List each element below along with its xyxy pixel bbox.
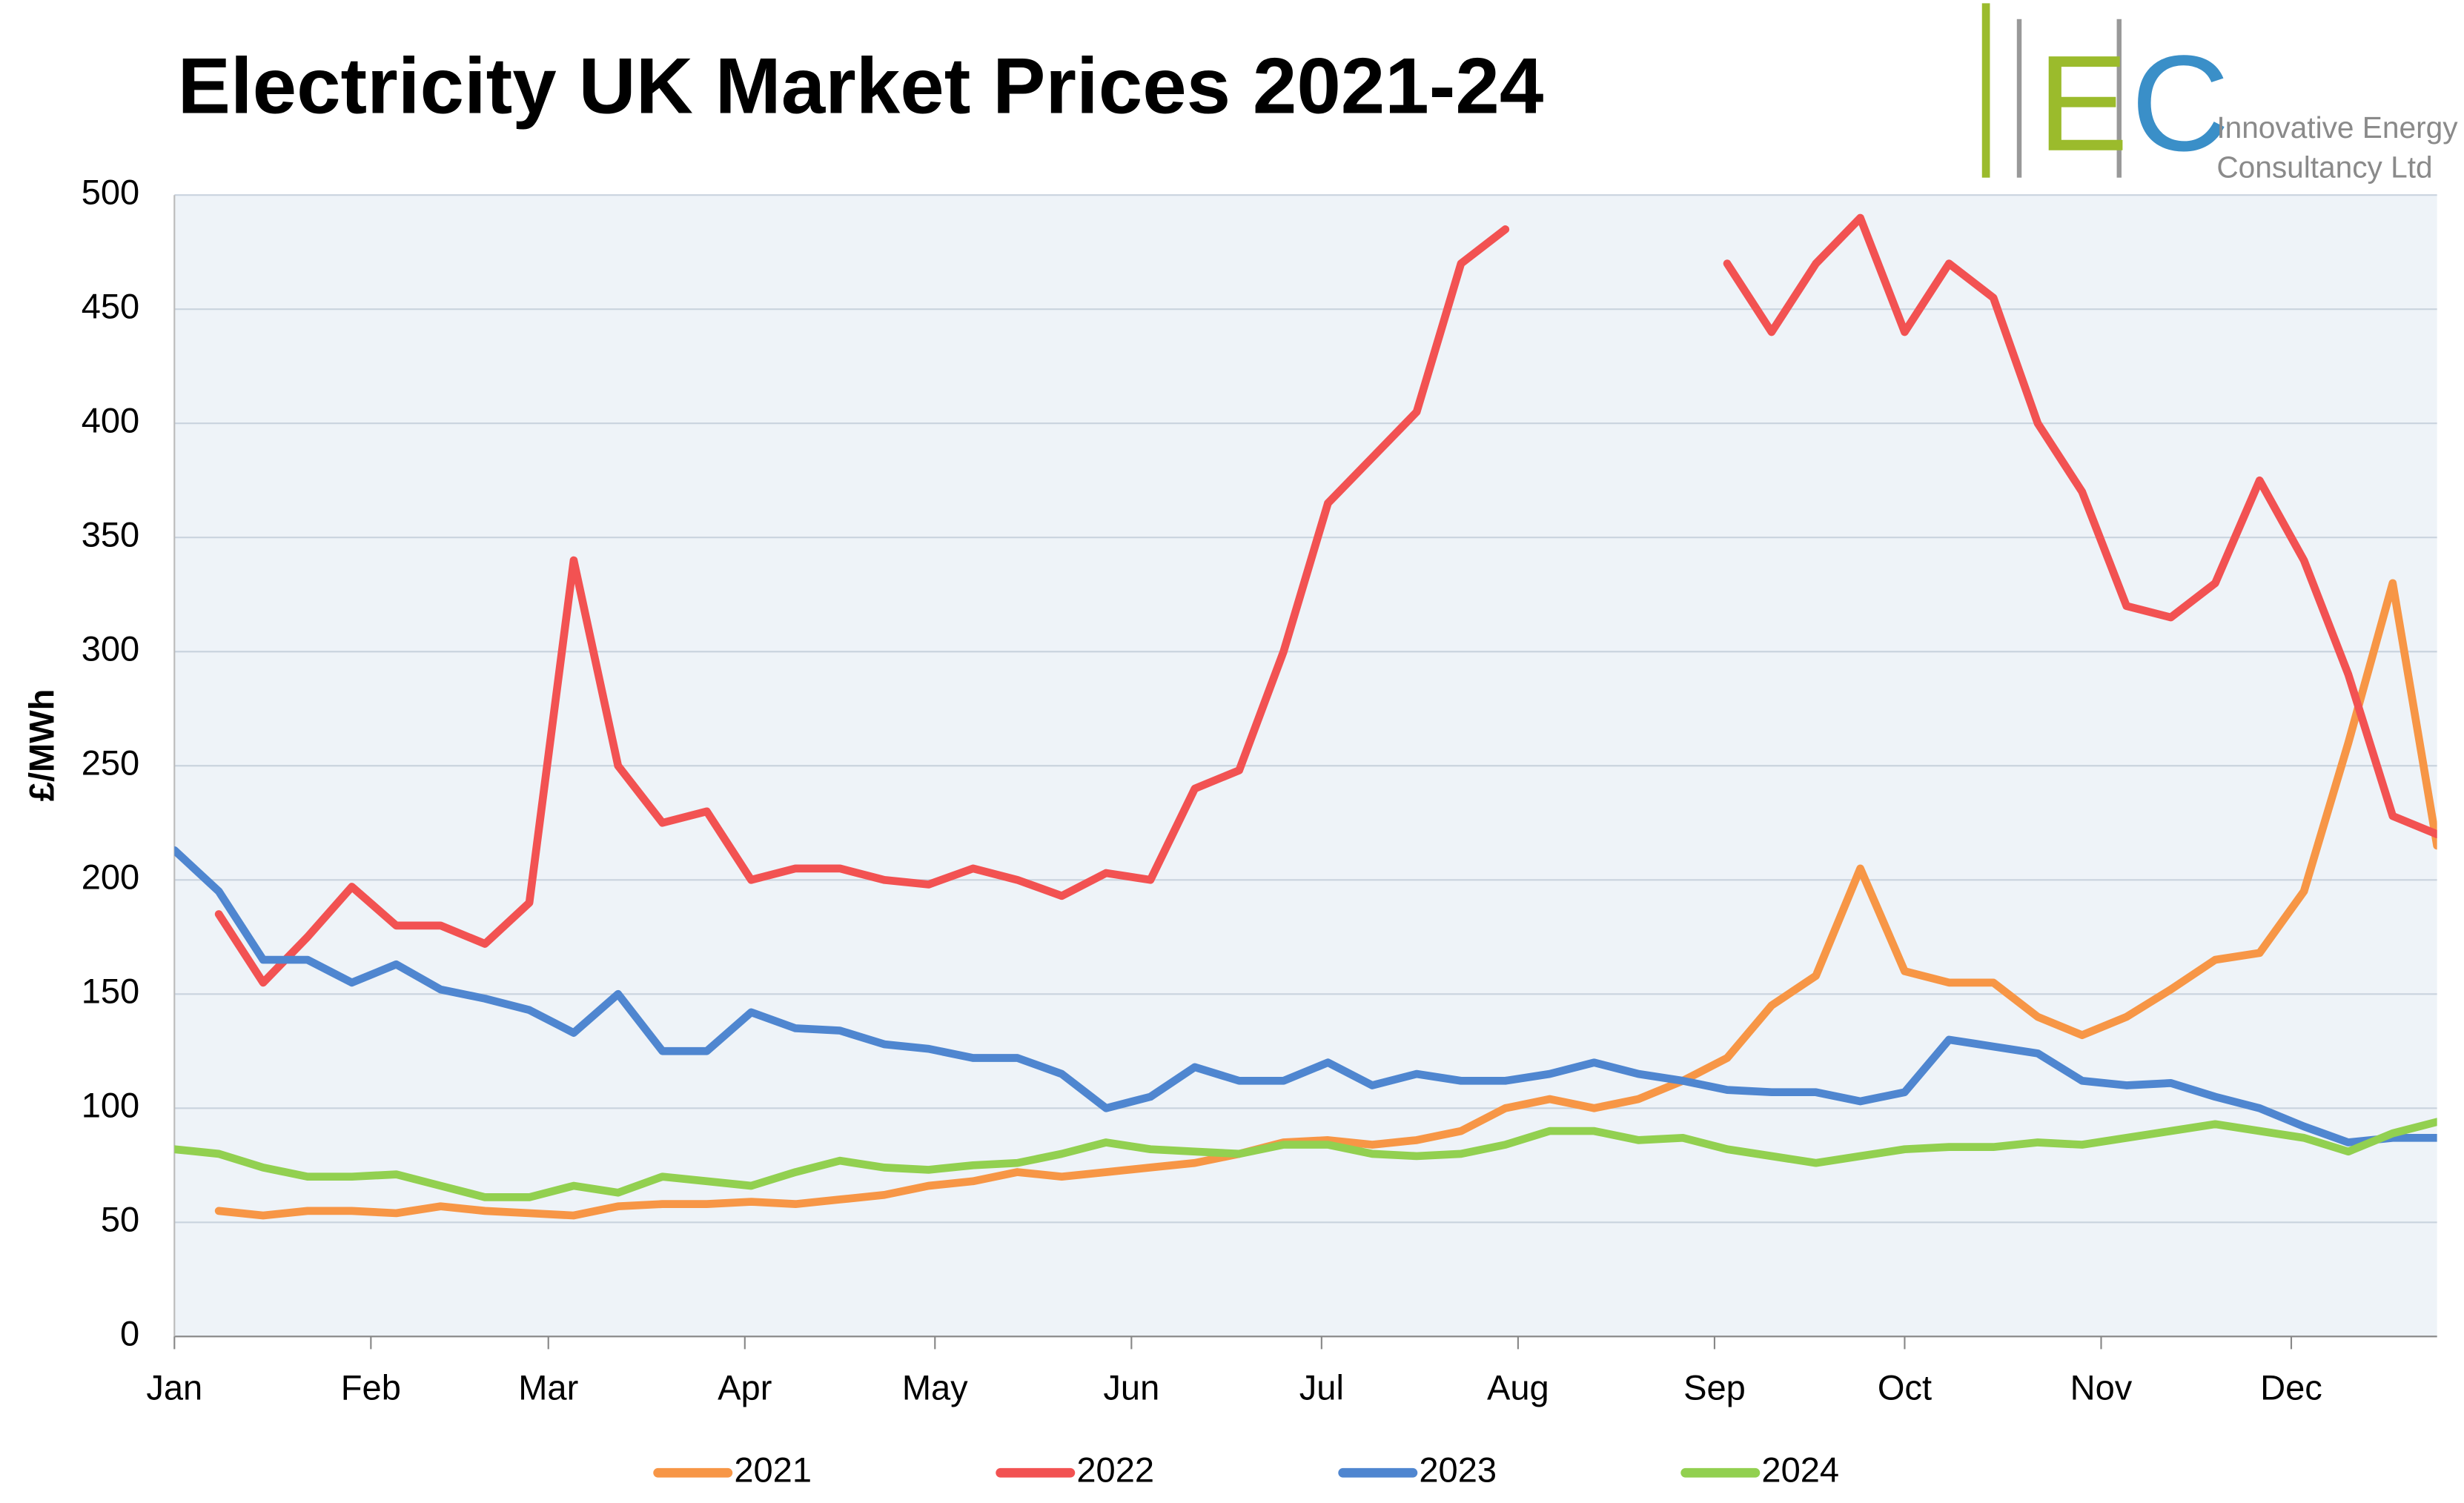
y-tick-label: 100	[82, 1086, 140, 1125]
x-tick-label: Aug	[1487, 1367, 1549, 1407]
y-tick-label: 500	[82, 173, 140, 212]
y-axis-label: £/MWh	[21, 689, 61, 802]
x-tick-label: Oct	[1878, 1367, 1932, 1407]
chart-title: Electricity UK Market Prices 2021-24	[178, 41, 1544, 130]
x-tick-label: Sep	[1683, 1367, 1746, 1407]
series-line	[174, 846, 2437, 1147]
x-tick-label: Dec	[2260, 1367, 2322, 1407]
x-tick-label: Feb	[341, 1367, 401, 1407]
series-line	[174, 1118, 2437, 1201]
y-tick-label: 0	[120, 1314, 139, 1353]
y-tick-label: 150	[82, 972, 140, 1011]
logo-letter: E	[2038, 27, 2129, 179]
x-tick-label: Jun	[1103, 1367, 1159, 1407]
x-tick-label: Jan	[146, 1367, 202, 1407]
x-tick-label: Apr	[718, 1367, 772, 1407]
logo-bar	[2016, 19, 2022, 178]
x-tick-label: May	[902, 1367, 968, 1407]
legend-label: 2022	[1076, 1450, 1154, 1490]
y-tick-label: 50	[101, 1200, 139, 1239]
x-tick-label: Nov	[2070, 1367, 2133, 1407]
y-tick-label: 250	[82, 743, 140, 783]
logo-text: Consultancy Ltd	[2216, 150, 2432, 185]
logo-text: Innovative Energy	[2216, 110, 2458, 145]
legend-label: 2024	[1761, 1450, 1839, 1490]
logo-bar	[2116, 19, 2122, 178]
series-line	[214, 579, 2437, 1220]
legend-label: 2021	[734, 1450, 812, 1490]
logo-letter: C	[2131, 27, 2230, 179]
y-tick-label: 200	[82, 857, 140, 897]
y-tick-label: 300	[82, 629, 140, 668]
x-tick-label: Jul	[1299, 1367, 1344, 1407]
y-tick-label: 400	[82, 401, 140, 440]
legend-label: 2023	[1419, 1450, 1497, 1490]
y-tick-label: 450	[82, 287, 140, 326]
logo-bar	[1981, 3, 1990, 178]
series-line	[214, 213, 2437, 987]
x-tick-label: Mar	[518, 1367, 578, 1407]
logo: E C Innovative Energy Consultancy Ltd	[1981, 3, 2458, 185]
y-tick-label: 350	[82, 515, 140, 554]
